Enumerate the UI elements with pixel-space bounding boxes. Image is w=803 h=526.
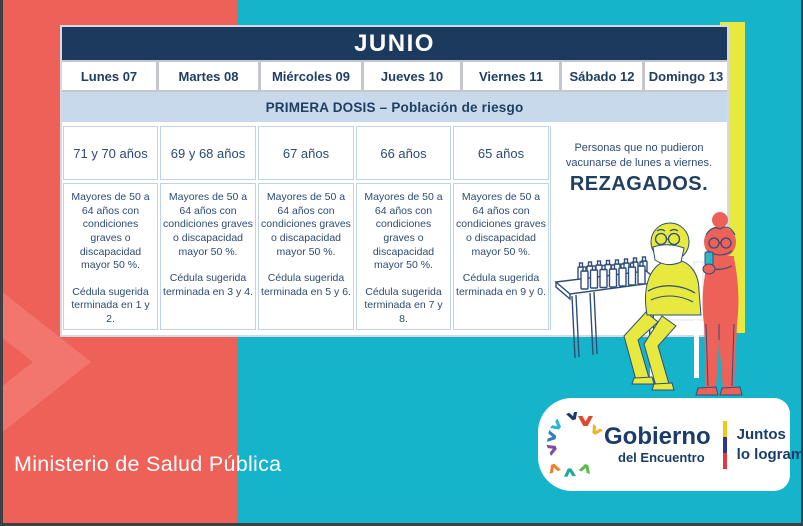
schedule-body: 71 y 70 años Mayores de 50 a 64 años con… <box>62 122 727 335</box>
rezagados-line1: Personas que no pudieron <box>574 142 704 154</box>
risk-description: Mayores de 50 a 64 años con condiciones … <box>160 183 256 330</box>
ministry-name: Ministerio de Salud Pública <box>14 452 282 476</box>
day-header: Lunes 07 <box>62 62 156 90</box>
rezagados-section: Personas que no pudieron vacunarse de lu… <box>550 126 727 330</box>
risk-text: Mayores de 50 a 64 años con condiciones … <box>163 191 253 258</box>
day-header: Viernes 11 <box>463 62 559 90</box>
schedule-column: 67 años Mayores de 50 a 64 años con cond… <box>257 126 355 330</box>
risk-description: Mayores de 50 a 64 años con condiciones … <box>63 183 158 330</box>
risk-text: Mayores de 50 a 64 años con condiciones … <box>456 191 546 258</box>
cedula-text: Cédula sugerida terminada en 1 y 2. <box>71 285 150 326</box>
slogan-line1: Juntos <box>736 426 786 443</box>
age-group: 66 años <box>356 126 451 180</box>
logo-slogan: Juntos lo logramos <box>737 425 803 464</box>
day-header: Domingo 13 <box>645 62 727 90</box>
risk-description: Mayores de 50 a 64 años con condiciones … <box>453 183 549 330</box>
logo-name-line2: del Encuentro <box>618 450 705 465</box>
schedule-column: 66 años Mayores de 50 a 64 años con cond… <box>355 126 452 330</box>
day-header: Sábado 12 <box>562 62 642 90</box>
cedula-text: Cédula sugerida terminada en 9 y 0. <box>456 272 546 298</box>
schedule-column: 71 y 70 años Mayores de 50 a 64 años con… <box>62 126 159 330</box>
day-header-row: Lunes 07 Martes 08 Miércoles 09 Jueves 1… <box>62 60 727 92</box>
risk-description: Mayores de 50 a 64 años con condiciones … <box>356 183 451 330</box>
risk-description: Mayores de 50 a 64 años con condiciones … <box>258 183 354 330</box>
cedula-text: Cédula sugerida terminada en 5 y 6. <box>261 272 351 298</box>
rezagados-title: REZAGADOS. <box>569 172 709 195</box>
cedula-text: Cédula sugerida terminada en 7 y 8. <box>364 285 443 326</box>
schedule-column: 69 y 68 años Mayores de 50 a 64 años con… <box>159 126 257 330</box>
age-group: 69 y 68 años <box>160 126 256 180</box>
flag-divider-icon <box>722 420 727 469</box>
age-group: 65 años <box>453 126 549 180</box>
age-group: 71 y 70 años <box>63 126 158 180</box>
schedule-column: 65 años Mayores de 50 a 64 años con cond… <box>452 126 550 330</box>
chevron-watermark-icon <box>0 290 92 434</box>
logo-wordmark: Gobierno del Encuentro <box>604 423 711 465</box>
cedula-text: Cédula sugerida terminada en 3 y 4. <box>163 272 253 298</box>
day-header: Jueves 10 <box>364 62 460 90</box>
dose-band-title: PRIMERA DOSIS – Población de riesgo <box>62 92 727 122</box>
risk-text: Mayores de 50 a 64 años con condiciones … <box>71 191 150 272</box>
standing-nurse-icon <box>695 212 743 396</box>
logo-burst-icon <box>546 411 604 477</box>
risk-text: Mayores de 50 a 64 años con condiciones … <box>261 191 351 258</box>
screenshot-edge <box>0 0 3 526</box>
day-header: Martes 08 <box>159 62 258 90</box>
day-header: Miércoles 09 <box>261 62 361 90</box>
logo-name-line1: Gobierno <box>604 423 711 450</box>
screenshot-edge <box>801 0 803 526</box>
vaccine-table-icon <box>554 256 662 359</box>
seated-patient-icon <box>623 222 702 391</box>
screenshot-edge <box>0 523 803 526</box>
government-logo: Gobierno del Encuentro Juntos lo logramo… <box>538 398 803 491</box>
risk-text: Mayores de 50 a 64 años con condiciones … <box>364 191 443 272</box>
month-title: JUNIO <box>62 27 727 60</box>
slogan-line2: lo logramos <box>736 445 803 463</box>
vaccination-illustration <box>554 212 743 396</box>
rezagados-line2: vacunarse de lunes a viernes. <box>565 156 713 169</box>
age-group: 67 años <box>258 126 354 180</box>
